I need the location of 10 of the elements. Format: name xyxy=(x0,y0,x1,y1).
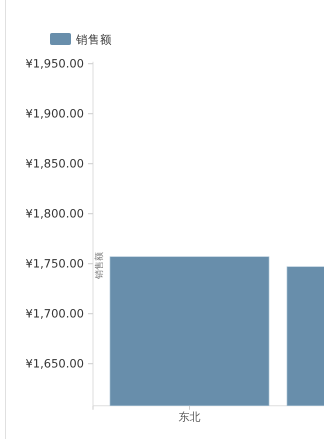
x-tick-label: 东北 xyxy=(178,410,200,424)
y-axis-title: 销售额 xyxy=(94,252,105,280)
y-tick-label: ¥1,850.00 xyxy=(25,156,84,171)
y-tick-label: ¥1,900.00 xyxy=(25,106,84,121)
y-tick-label: ¥1,650.00 xyxy=(25,356,84,371)
legend-label: 销售额 xyxy=(75,32,112,46)
y-tick-label: ¥1,950.00 xyxy=(25,56,84,71)
y-tick-label: ¥1,800.00 xyxy=(25,206,84,221)
y-tick-label: ¥1,700.00 xyxy=(25,306,84,321)
y-tick-label: ¥1,750.00 xyxy=(25,256,84,271)
